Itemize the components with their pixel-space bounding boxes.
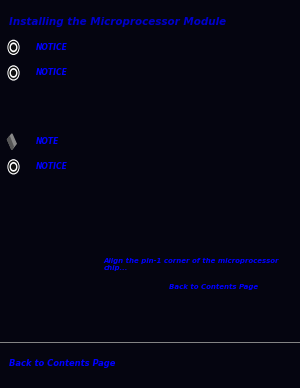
Text: NOTICE: NOTICE (36, 68, 68, 78)
Text: NOTICE: NOTICE (36, 162, 68, 171)
Circle shape (8, 40, 19, 54)
Text: NOTICE: NOTICE (36, 43, 68, 52)
Circle shape (10, 43, 17, 52)
Text: Align the pin-1 corner of the microprocessor
chip...: Align the pin-1 corner of the microproce… (103, 258, 279, 271)
Text: Installing the Microprocessor Module: Installing the Microprocessor Module (9, 17, 226, 28)
Circle shape (12, 45, 15, 50)
Text: Back to Contents Page: Back to Contents Page (169, 284, 259, 290)
Text: Back to Contents Page: Back to Contents Page (9, 359, 116, 368)
Circle shape (12, 71, 15, 75)
Circle shape (8, 160, 19, 174)
Circle shape (8, 66, 19, 80)
Circle shape (9, 67, 18, 79)
Circle shape (9, 42, 18, 53)
Text: NOTE: NOTE (36, 137, 59, 146)
Polygon shape (8, 134, 16, 149)
Polygon shape (8, 137, 13, 149)
Circle shape (10, 69, 17, 77)
Circle shape (12, 165, 15, 169)
Circle shape (10, 163, 17, 171)
Circle shape (9, 161, 18, 173)
